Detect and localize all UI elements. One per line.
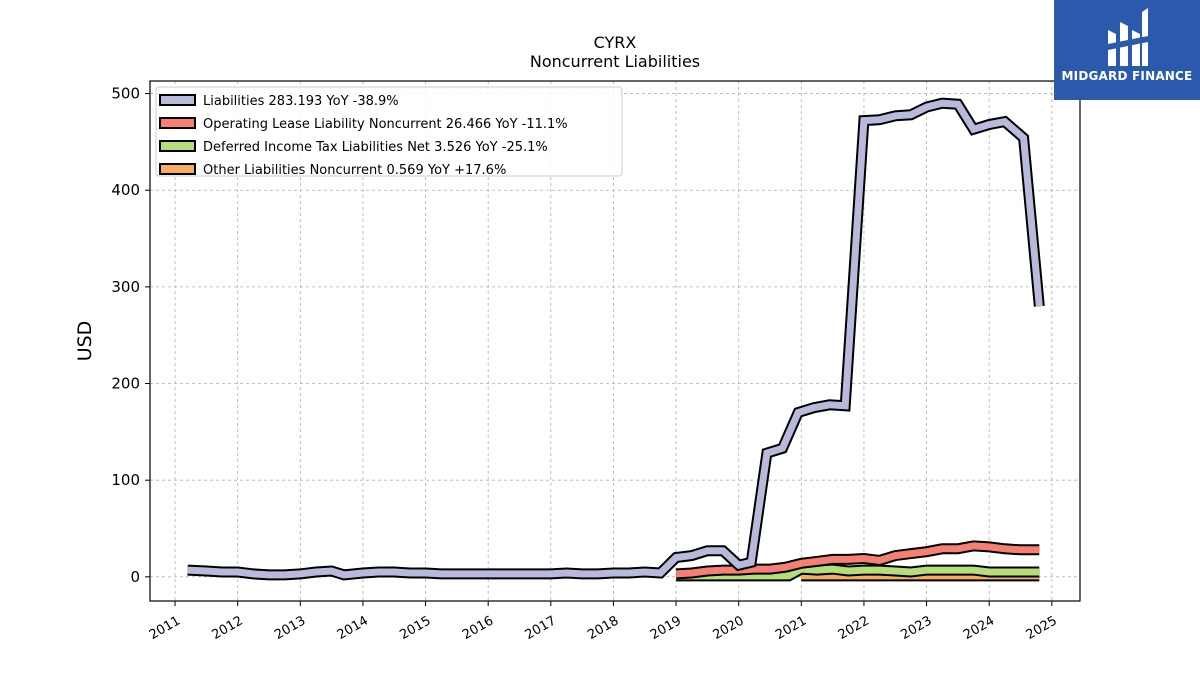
plot-frame (149, 80, 1081, 602)
x-tick-label: 2016 (460, 613, 496, 643)
legend-label: Liabilities 283.193 YoY -38.9% (203, 94, 399, 109)
legend: Liabilities 283.193 YoY -38.9% Operating … (155, 86, 623, 178)
brand-name: MIDGARD FINANCE (1061, 69, 1193, 83)
x-tick-label: 2015 (397, 613, 433, 643)
y-tick-label: 100 (111, 471, 140, 489)
y-tick-label: 300 (111, 278, 140, 296)
series-2 (676, 563, 1040, 582)
y-tick-label: 0 (130, 568, 140, 586)
y-tick-label: 500 (111, 85, 140, 103)
x-tick-label: 2018 (585, 613, 621, 643)
x-axis: 2011 2012 2013 2014 2015 2016 2017 2018 2019 2020… (147, 601, 1060, 643)
chart-title: CYRX (594, 33, 637, 52)
legend-box (155, 86, 623, 177)
x-tick-label: 2024 (961, 613, 997, 643)
x-tick-label: 2022 (836, 613, 872, 643)
x-tick-label: 2012 (210, 613, 246, 643)
y-tick-label: 400 (111, 181, 140, 199)
legend-label: Operating Lease Liability Noncurrent 26.… (203, 117, 568, 132)
series-layer (187, 97, 1045, 582)
legend-label: Other Liabilities Noncurrent 0.569 YoY +… (203, 163, 506, 178)
x-tick-label: 2013 (272, 613, 308, 643)
legend-swatch (159, 94, 196, 106)
x-tick-label: 2019 (648, 613, 684, 643)
x-tick-label: 2014 (335, 613, 371, 643)
x-tick-label: 2025 (1024, 613, 1060, 643)
chart-subtitle: Noncurrent Liabilities (530, 52, 700, 71)
x-tick-label: 2023 (898, 613, 934, 643)
x-tick-label: 2011 (147, 613, 183, 643)
y-tick-label: 200 (111, 375, 140, 393)
y-axis: 0 100 200 300 400 500 (111, 85, 150, 586)
legend-swatch (159, 140, 196, 152)
x-tick-label: 2021 (773, 613, 809, 643)
legend-label: Deferred Income Tax Liabilities Net 3.52… (203, 140, 548, 155)
legend-item: Liabilities 283.193 YoY -38.9% (159, 94, 399, 109)
legend-item: Deferred Income Tax Liabilities Net 3.52… (159, 140, 548, 155)
legend-item: Operating Lease Liability Noncurrent 26.… (159, 117, 568, 132)
series-0 (187, 97, 1045, 581)
x-tick-label: 2017 (523, 613, 559, 643)
midgard-logo-icon (1108, 8, 1148, 66)
series-line (676, 565, 1040, 580)
legend-swatch (159, 163, 196, 175)
legend-swatch (159, 117, 196, 129)
series-line (187, 99, 1043, 579)
legend-item: Other Liabilities Noncurrent 0.569 YoY +… (159, 163, 506, 178)
x-tick-label: 2020 (711, 613, 747, 643)
y-axis-label: USD (74, 321, 96, 362)
brand-logo: MIDGARD FINANCE (1054, 0, 1200, 100)
